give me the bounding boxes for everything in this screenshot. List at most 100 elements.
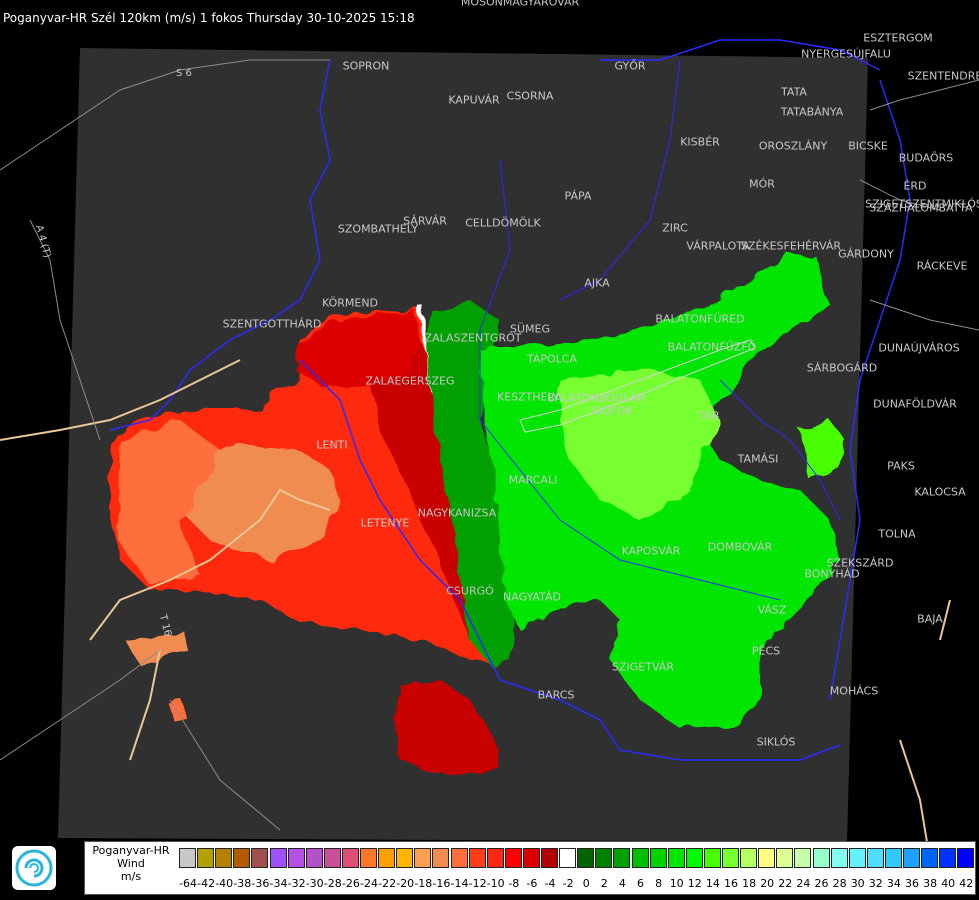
city-label: KALOCSA: [914, 485, 966, 499]
city-label: ESZTERGOM: [863, 31, 933, 45]
orange-echo-small: [125, 632, 190, 665]
legend-swatch: [323, 848, 341, 868]
city-label: ZALAEGERSZEG: [365, 374, 455, 388]
legend-swatch: [577, 848, 595, 868]
county-line-1: [559, 59, 681, 301]
legend-tick-label: 28: [832, 877, 847, 890]
legend-tick-label: 30: [850, 877, 865, 890]
road-label-s6: S 6: [176, 68, 192, 79]
city-label: BAJA: [917, 612, 943, 626]
legend-swatch: [812, 848, 830, 868]
city-label: NYERGESÚJFALU: [801, 47, 891, 61]
legend-tick-label: 18: [742, 877, 757, 890]
city-label: SIKLÓS: [756, 735, 796, 749]
legend-tick-label: -30: [305, 877, 324, 890]
legend-swatch: [758, 848, 776, 868]
legend-tick-label: 36: [905, 877, 919, 890]
city-label: KAPUVÁR: [448, 93, 500, 107]
city-label: DUNAÚJVÁROS: [878, 341, 960, 355]
road-s6: [0, 59, 330, 171]
green-echo-dark: [425, 300, 515, 665]
border-croatia-hungary: [299, 359, 841, 761]
red-echo-south: [395, 680, 500, 775]
legend-swatch: [215, 848, 233, 868]
legend-tick-label: 26: [814, 877, 829, 890]
legend-swatch: [939, 848, 957, 868]
city-label: VÁRPALOTA: [686, 239, 750, 253]
legend-swatch: [685, 848, 703, 868]
legend-swatch: [396, 848, 414, 868]
legend-tick-label: -38: [233, 877, 252, 890]
city-label: KÖRMEND: [321, 296, 379, 310]
legend-station: Poganyvar-HR: [92, 844, 170, 857]
city-label: TAPOLCA: [526, 352, 578, 366]
legend-swatch: [921, 848, 939, 868]
legend-swatch: [884, 848, 902, 868]
legend-swatch: [450, 848, 468, 868]
legend-swatch: [287, 848, 305, 868]
legend-swatch: [595, 848, 613, 868]
city-label: SZÁZHALOMBATTA: [869, 201, 973, 215]
legend-tick-label: -14: [450, 877, 469, 890]
city-label: SOPRON: [342, 59, 390, 73]
city-label: SÜMEG: [510, 322, 550, 336]
city-label: KISBÉR: [680, 135, 720, 149]
city-label: NAGYATÁD: [503, 590, 561, 604]
road-east: [859, 79, 979, 331]
city-label: BUDAÖRS: [898, 151, 954, 165]
city-label: TAB: [698, 409, 720, 423]
legend-tick-label: -64: [179, 877, 197, 890]
city-label: KAPOSVÁR: [621, 544, 681, 558]
legend-swatch: [197, 848, 215, 868]
border-slovakia: [600, 39, 881, 71]
legend-quantity: Wind: [117, 857, 145, 870]
legend-tick-label: 2: [600, 877, 608, 890]
legend-swatch: [559, 848, 577, 868]
legend-swatch: [830, 848, 848, 868]
legend-tick-label: 10: [669, 877, 684, 890]
city-label: GÁRDONY: [838, 247, 894, 261]
border-outer: [0, 359, 951, 861]
legend-swatch: [251, 848, 269, 868]
legend-swatch: [269, 848, 287, 868]
orange-echo-outer: [118, 420, 220, 585]
legend-tick-label: -8: [508, 877, 520, 890]
legend-swatch: [468, 848, 486, 868]
legend-swatch: [848, 848, 866, 868]
legend-tick-label: 32: [868, 877, 883, 890]
legend-swatch: [522, 848, 540, 868]
city-label: BALATONFÜRED: [655, 312, 745, 326]
city-label: OROSZLÁNY: [758, 139, 828, 153]
legend-swatch: [541, 848, 558, 868]
city-label: KESZTHELY: [496, 390, 560, 404]
green-echo-light: [560, 370, 720, 520]
legend-tick-label: 12: [687, 877, 702, 890]
legend-tick-label: 8: [655, 877, 663, 890]
legend-tick-label: 40: [941, 877, 956, 890]
legend-swatch: [432, 848, 450, 868]
border-austria-hungary: [109, 59, 331, 431]
city-label: TATABÁNYA: [780, 105, 844, 119]
legend-tick-label: -34: [269, 877, 288, 890]
orange-echo: [180, 445, 340, 560]
city-label: CELLDÖMÖLK: [465, 216, 541, 230]
city-label: ZIRC: [662, 221, 688, 235]
city-label: MOSONMAGYARÓVÁR: [460, 0, 580, 9]
legend-tick-label: 14: [705, 877, 720, 890]
legend-tick-label: -12: [468, 877, 487, 890]
legend-swatch: [360, 848, 377, 868]
city-label: BICSKE: [848, 139, 888, 153]
map-title: Poganyvar-HR Szél 120km (m/s) 1 fokos Th…: [3, 11, 415, 25]
road-a4: [29, 219, 101, 441]
legend-tick-label: -36: [251, 877, 270, 890]
city-label: GYŐR: [614, 59, 646, 73]
legend-swatch: [414, 848, 432, 868]
legend-swatch: [903, 848, 920, 868]
legend-swatch: [649, 848, 667, 868]
city-label: PÉCS: [751, 644, 781, 658]
legend-tick-label: -6: [526, 877, 538, 890]
legend-swatch: [341, 848, 359, 868]
legend-tick-label: -22: [378, 877, 397, 890]
legend-tick-label: -20: [396, 877, 415, 890]
